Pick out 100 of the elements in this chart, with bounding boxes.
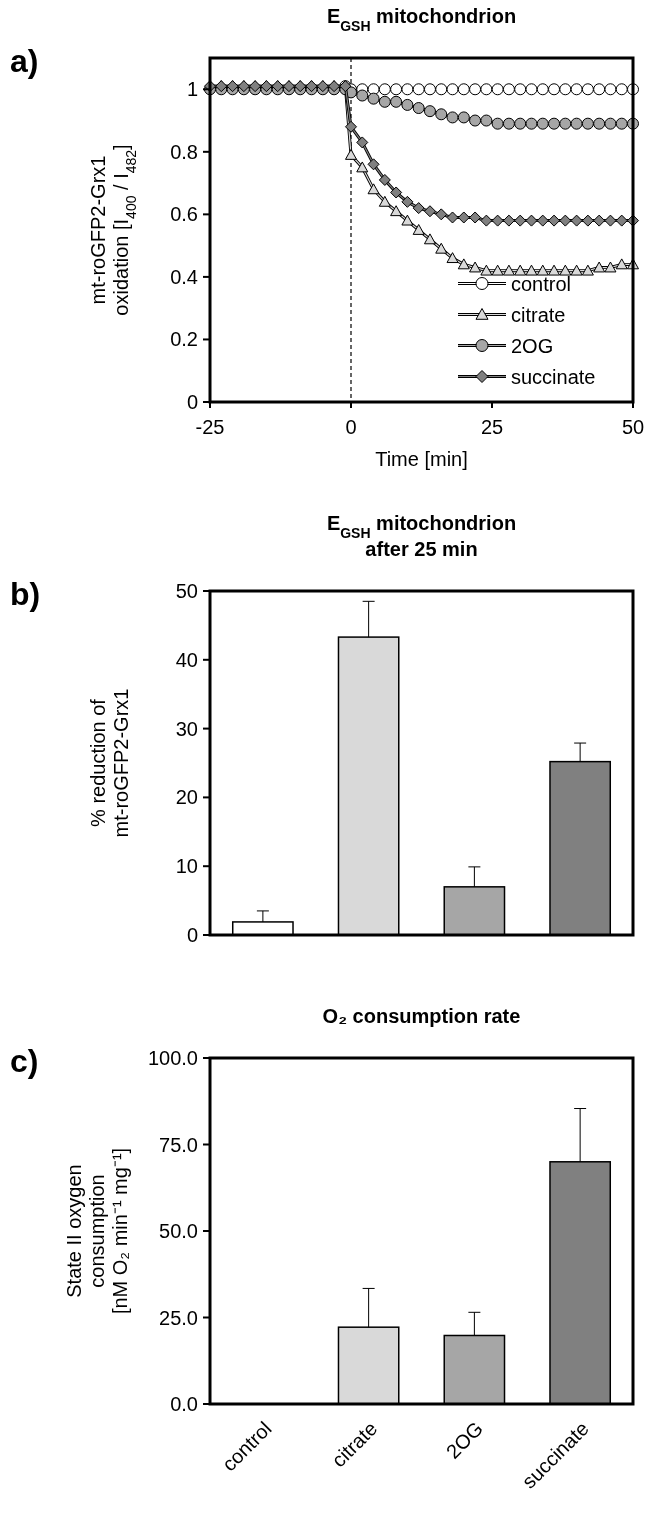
point bbox=[514, 83, 527, 96]
point bbox=[502, 264, 515, 276]
x-tick-label: 25 bbox=[480, 416, 504, 438]
point bbox=[435, 83, 448, 96]
point bbox=[412, 202, 425, 215]
point bbox=[615, 214, 628, 227]
point bbox=[491, 264, 504, 276]
point bbox=[469, 114, 482, 127]
y-tick-label: 75.0 bbox=[159, 1133, 198, 1156]
point bbox=[480, 83, 493, 96]
point bbox=[502, 214, 515, 227]
point bbox=[457, 111, 470, 124]
point bbox=[548, 117, 561, 130]
x-tick-label: 0 bbox=[345, 416, 357, 438]
point bbox=[593, 261, 606, 273]
point bbox=[604, 83, 617, 96]
point bbox=[412, 102, 425, 115]
point bbox=[435, 242, 448, 254]
point bbox=[491, 83, 504, 96]
y-tick-label: 50 bbox=[175, 580, 198, 602]
point bbox=[356, 136, 369, 149]
x-axis-title: Time [min] bbox=[375, 448, 468, 470]
point bbox=[525, 83, 538, 96]
point bbox=[593, 83, 606, 96]
point bbox=[525, 264, 538, 276]
point bbox=[581, 117, 594, 130]
point bbox=[378, 83, 391, 96]
point bbox=[491, 117, 504, 130]
point bbox=[570, 117, 583, 130]
point bbox=[514, 264, 527, 276]
point bbox=[367, 92, 380, 105]
point bbox=[548, 83, 561, 96]
y-tick-label: 0.6 bbox=[170, 203, 198, 226]
point bbox=[548, 214, 561, 227]
point bbox=[593, 214, 606, 227]
y-tick-label: 40 bbox=[175, 648, 198, 671]
point bbox=[536, 264, 549, 276]
chart-title: E$_{GSH}$ mitochondrion bbox=[326, 5, 517, 34]
chart-title: E$_{GSH}$ mitochondrion after 25 min bbox=[326, 512, 517, 560]
point bbox=[615, 258, 628, 270]
point bbox=[570, 83, 583, 96]
point bbox=[401, 98, 414, 111]
point bbox=[536, 117, 549, 130]
point bbox=[604, 261, 617, 273]
point bbox=[480, 114, 493, 127]
point bbox=[581, 264, 594, 276]
point bbox=[559, 83, 572, 96]
legend-label: succinate bbox=[511, 365, 596, 388]
point bbox=[457, 211, 470, 224]
y-tick-label: 0 bbox=[186, 391, 198, 413]
point bbox=[536, 83, 549, 96]
point bbox=[378, 195, 391, 207]
point bbox=[435, 108, 448, 121]
point bbox=[604, 214, 617, 227]
point bbox=[480, 214, 493, 227]
y-axis-title: State II oxygen consumption [nM O₂ min⁻¹ mg⁻¹] bbox=[63, 1147, 131, 1315]
point bbox=[412, 224, 425, 235]
point bbox=[615, 83, 628, 96]
point bbox=[604, 117, 617, 130]
point bbox=[401, 83, 414, 96]
y-tick-label: 50.0 bbox=[159, 1220, 198, 1242]
y-tick-label: 25.0 bbox=[159, 1306, 198, 1329]
y-tick-label: 10 bbox=[175, 855, 198, 878]
point bbox=[390, 83, 403, 96]
y-axis-title: % reduction of mt-roGFP2-Grx1 bbox=[86, 688, 132, 838]
y-tick-label: 1 bbox=[186, 78, 198, 101]
point bbox=[469, 211, 482, 224]
point bbox=[390, 186, 403, 199]
point bbox=[446, 111, 459, 124]
point bbox=[356, 89, 369, 102]
point bbox=[536, 214, 549, 227]
point bbox=[378, 173, 391, 186]
point bbox=[525, 214, 538, 227]
point bbox=[412, 83, 425, 96]
point bbox=[345, 148, 357, 160]
point bbox=[581, 83, 594, 96]
x-tick-label: 50 bbox=[621, 416, 645, 438]
point bbox=[390, 95, 403, 108]
text: c) bbox=[10, 1043, 39, 1079]
text: b) bbox=[10, 576, 41, 612]
point bbox=[356, 161, 369, 173]
point bbox=[570, 214, 583, 227]
point bbox=[423, 105, 436, 118]
point bbox=[367, 183, 380, 195]
point bbox=[423, 205, 436, 218]
y-tick-label: 30 bbox=[175, 717, 198, 740]
point bbox=[469, 261, 482, 273]
y-tick-label: 20 bbox=[175, 786, 198, 809]
point bbox=[514, 214, 527, 227]
point bbox=[423, 233, 436, 245]
point bbox=[446, 252, 459, 264]
legend-label: 2OG bbox=[511, 334, 554, 357]
point bbox=[559, 117, 572, 130]
y-tick-label: 100.0 bbox=[147, 1047, 198, 1069]
point bbox=[378, 95, 391, 108]
point bbox=[502, 83, 515, 96]
point bbox=[615, 117, 628, 130]
y-tick-label: 0.4 bbox=[170, 265, 198, 288]
point bbox=[559, 264, 572, 276]
point bbox=[390, 205, 403, 217]
